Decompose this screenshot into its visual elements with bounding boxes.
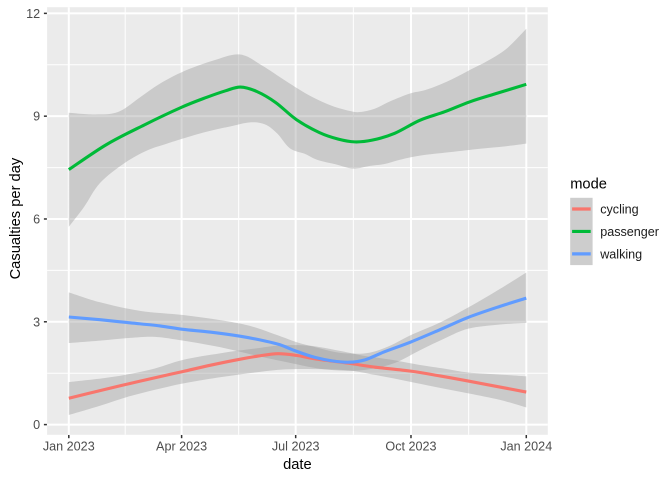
svg-text:Jan 2023: Jan 2023 bbox=[43, 440, 95, 454]
svg-text:6: 6 bbox=[33, 212, 40, 226]
svg-text:9: 9 bbox=[33, 110, 40, 124]
svg-text:walking: walking bbox=[599, 247, 642, 261]
svg-text:Jan 2024: Jan 2024 bbox=[500, 440, 552, 454]
svg-text:0: 0 bbox=[33, 418, 40, 432]
svg-text:mode: mode bbox=[570, 177, 607, 193]
svg-text:12: 12 bbox=[26, 7, 40, 21]
svg-text:Oct 2023: Oct 2023 bbox=[385, 440, 436, 454]
svg-text:date: date bbox=[283, 457, 312, 473]
svg-text:Jul 2023: Jul 2023 bbox=[272, 440, 320, 454]
svg-text:cycling: cycling bbox=[600, 203, 639, 217]
svg-text:Apr 2023: Apr 2023 bbox=[156, 440, 207, 454]
svg-text:3: 3 bbox=[33, 315, 40, 329]
svg-text:passenger: passenger bbox=[600, 225, 659, 239]
svg-text:Casualties per day: Casualties per day bbox=[8, 157, 24, 279]
